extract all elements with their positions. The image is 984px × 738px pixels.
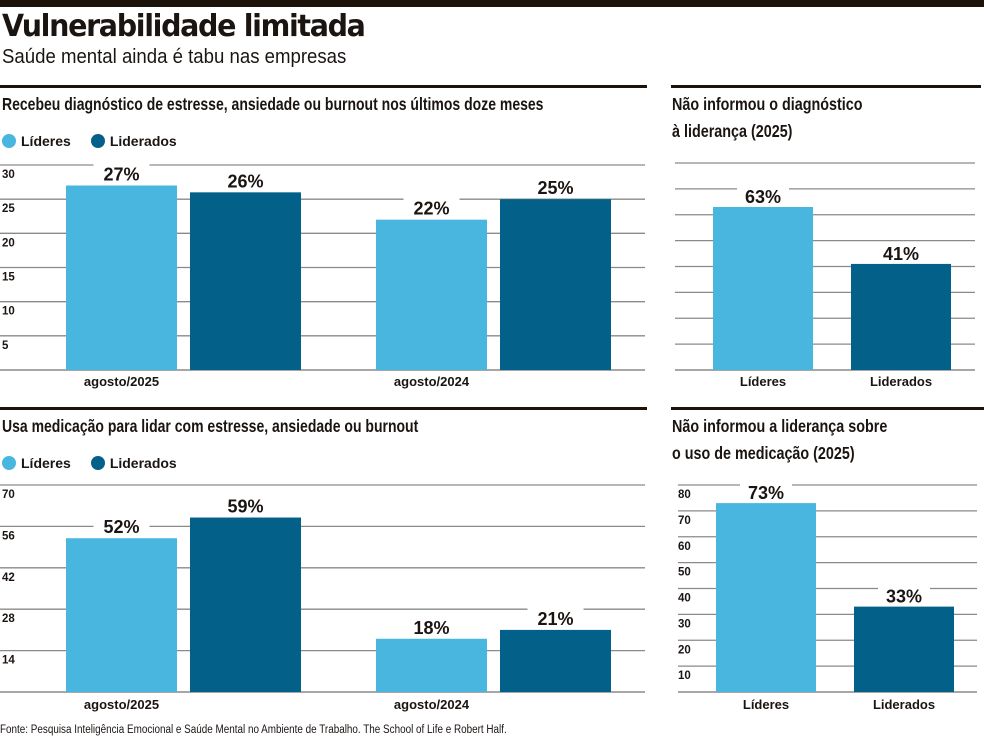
y-tick-label: 14 <box>2 655 15 667</box>
legend-label: Liderados <box>109 133 177 149</box>
bar-lideres <box>66 538 177 692</box>
y-tick-label: 80 <box>678 489 691 501</box>
bar-liderados <box>500 199 611 370</box>
legend-label: Líderes <box>21 133 71 149</box>
bar-liderados <box>854 606 954 692</box>
data-label-background <box>403 197 460 216</box>
chart-title-line-2: o uso de medicação (2025) <box>672 443 855 463</box>
bar-liderados <box>190 192 301 370</box>
section-rule-bottom-right <box>671 407 984 410</box>
data-label-background <box>527 177 584 196</box>
legend-swatch-liderados <box>90 456 105 470</box>
data-label: 73% <box>748 483 784 503</box>
page-title: Vulnerabilidade limitada <box>2 9 366 44</box>
y-tick-label: 15 <box>2 272 15 284</box>
legend-item-liderados: Liderados <box>90 133 177 149</box>
data-label: 18% <box>413 618 449 638</box>
data-label: 22% <box>413 199 449 219</box>
y-tick-label: 56 <box>2 530 15 542</box>
data-label: 52% <box>103 517 139 537</box>
data-label-background <box>737 185 789 204</box>
data-label: 63% <box>745 187 781 207</box>
legend-medicacao: Líderes Liderados <box>2 455 197 471</box>
top-bar <box>0 0 984 7</box>
chart-title-line-2: à liderança (2025) <box>672 121 793 141</box>
data-label-background <box>527 607 584 626</box>
data-label-background <box>93 516 150 535</box>
legend-swatch-liderados <box>90 134 105 148</box>
data-label: 27% <box>103 165 139 185</box>
data-label: 59% <box>227 497 263 517</box>
section-rule-top-right <box>671 85 981 88</box>
chart-title-diagnostico: Recebeu diagnóstico de estresse, ansieda… <box>2 94 544 114</box>
page-subtitle: Saúde mental ainda é tabu nas empresas <box>2 46 347 68</box>
chart-title-nao-informou-medicacao: Não informou a liderança sobre o uso de … <box>672 413 887 467</box>
y-tick-label: 10 <box>2 306 15 318</box>
chart-title-medicacao: Usa medicação para lidar com estresse, a… <box>2 416 419 436</box>
x-category-label: agosto/2024 <box>394 697 470 712</box>
legend-item-lideres: Líderes <box>2 455 71 471</box>
chart-title-line-1: Não informou o diagnóstico <box>672 94 863 114</box>
x-category-label: Liderados <box>870 374 932 389</box>
data-label-background <box>217 170 274 189</box>
legend-item-lideres: Líderes <box>2 133 71 149</box>
data-label: 25% <box>537 178 573 198</box>
y-tick-label: 30 <box>2 169 15 181</box>
source-note: Fonte: Pesquisa Inteligência Emocional e… <box>0 724 507 736</box>
bar-lideres <box>376 638 487 692</box>
data-label-background <box>878 585 930 604</box>
data-label-background <box>740 482 792 501</box>
legend-swatch-lideres <box>2 456 16 470</box>
section-rule-top-left <box>0 85 647 88</box>
legend-diagnostico: Líderes Liderados <box>2 133 197 149</box>
y-tick-label: 70 <box>2 489 15 501</box>
y-tick-label: 20 <box>678 644 691 656</box>
data-label-background <box>93 163 150 182</box>
legend-item-liderados: Liderados <box>90 455 177 471</box>
bar-liderados <box>500 629 611 692</box>
x-category-label: Líderes <box>740 374 786 389</box>
x-category-label: Líderes <box>743 697 789 712</box>
x-category-label: agosto/2025 <box>84 374 159 389</box>
legend-label: Liderados <box>109 455 177 471</box>
chart-title-line-1: Não informou a liderança sobre <box>672 416 888 436</box>
data-label: 41% <box>883 244 919 264</box>
x-category-label: agosto/2024 <box>394 374 470 389</box>
bar-lideres <box>66 185 177 370</box>
y-tick-label: 25 <box>2 203 15 215</box>
y-tick-label: 30 <box>678 618 691 630</box>
data-label-background <box>217 495 274 514</box>
legend-label: Líderes <box>21 455 71 471</box>
section-rule-bottom-left <box>0 407 647 410</box>
y-tick-label: 70 <box>678 515 691 527</box>
y-tick-label: 5 <box>2 340 9 352</box>
data-label-background <box>403 616 460 635</box>
y-tick-label: 28 <box>2 613 15 625</box>
y-tick-label: 20 <box>2 237 15 249</box>
y-tick-label: 40 <box>678 593 691 605</box>
data-label: 26% <box>227 171 263 191</box>
bar-lideres <box>376 219 487 370</box>
bar-liderados <box>851 263 951 370</box>
y-tick-label: 42 <box>2 572 15 584</box>
bar-lideres <box>716 503 816 692</box>
x-category-label: agosto/2025 <box>84 697 159 712</box>
chart-title-nao-informou-diagnostico: Não informou o diagnóstico à liderança (… <box>672 91 863 145</box>
y-tick-label: 60 <box>678 541 691 553</box>
data-label-background <box>875 242 927 261</box>
legend-swatch-lideres <box>2 134 16 148</box>
bar-lideres <box>713 206 813 370</box>
y-tick-label: 50 <box>678 567 691 579</box>
bar-liderados <box>190 517 301 692</box>
y-tick-label: 10 <box>678 670 691 682</box>
data-label: 33% <box>886 587 922 607</box>
data-label: 21% <box>537 609 573 629</box>
x-category-label: Liderados <box>873 697 935 712</box>
